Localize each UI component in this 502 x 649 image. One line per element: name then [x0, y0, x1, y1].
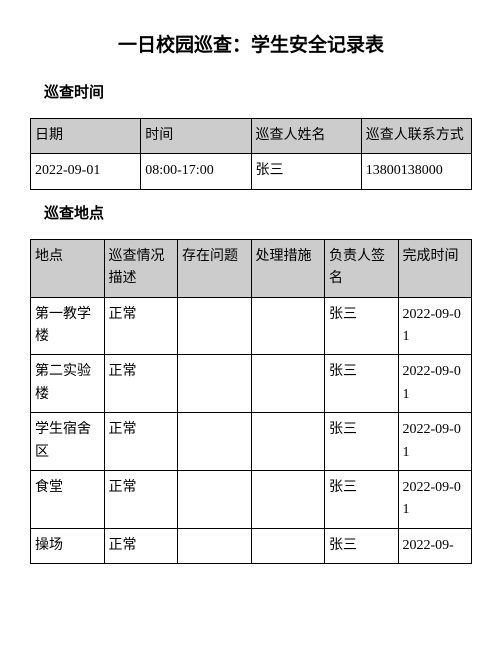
col-time: 时间	[141, 119, 251, 154]
cell: 正常	[104, 355, 178, 413]
col-date: 日期	[31, 119, 141, 154]
cell	[178, 413, 252, 471]
cell: 学生宿舍区	[31, 413, 105, 471]
cell: 张三	[325, 413, 399, 471]
col-contact: 巡查人联系方式	[361, 119, 471, 154]
cell: 食堂	[31, 470, 105, 528]
col-inspector: 巡查人姓名	[251, 119, 361, 154]
table-row: 操场正常 张三2022-09-	[31, 528, 472, 563]
cell: 2022-09-01	[398, 297, 472, 355]
cell: 张三	[325, 297, 399, 355]
cell: 张三	[325, 528, 399, 563]
inspection-time-table: 日期 时间 巡查人姓名 巡查人联系方式 2022-09-01 08:00-17:…	[30, 118, 472, 190]
cell	[178, 470, 252, 528]
cell: 张三	[325, 355, 399, 413]
table-row: 第二实验楼正常 张三2022-09-01	[31, 355, 472, 413]
cell: 操场	[31, 528, 105, 563]
cell: 正常	[104, 413, 178, 471]
cell: 正常	[104, 297, 178, 355]
section-header-time: 巡查时间	[44, 81, 472, 102]
cell	[251, 355, 325, 413]
cell	[251, 297, 325, 355]
table-row: 2022-09-01 08:00-17:00 张三 13800138000	[31, 154, 472, 189]
table-row: 学生宿舍区正常 张三2022-09-01	[31, 413, 472, 471]
cell: 08:00-17:00	[141, 154, 251, 189]
table-row: 食堂正常 张三2022-09-01	[31, 470, 472, 528]
cell: 张三	[325, 470, 399, 528]
table-row: 第一教学楼正常 张三2022-09-01	[31, 297, 472, 355]
cell: 2022-09-	[398, 528, 472, 563]
col-action: 处理措施	[251, 239, 325, 297]
cell	[251, 528, 325, 563]
cell: 张三	[251, 154, 361, 189]
cell: 第二实验楼	[31, 355, 105, 413]
cell: 2022-09-01	[398, 355, 472, 413]
cell: 第一教学楼	[31, 297, 105, 355]
table-header-row: 地点 巡查情况描述 存在问题 处理措施 负责人签名 完成时间	[31, 239, 472, 297]
cell: 2022-09-01	[398, 413, 472, 471]
col-signer: 负责人签名	[325, 239, 399, 297]
cell: 2022-09-01	[398, 470, 472, 528]
section-header-location: 巡查地点	[44, 202, 472, 223]
cell: 2022-09-01	[31, 154, 141, 189]
col-location: 地点	[31, 239, 105, 297]
col-finish: 完成时间	[398, 239, 472, 297]
cell	[178, 297, 252, 355]
cell: 正常	[104, 528, 178, 563]
cell	[251, 413, 325, 471]
col-issue: 存在问题	[178, 239, 252, 297]
cell	[178, 528, 252, 563]
cell	[178, 355, 252, 413]
location-tbody: 第一教学楼正常张三2022-09-01第二实验楼正常张三2022-09-01学生…	[31, 297, 472, 564]
cell: 13800138000	[361, 154, 471, 189]
cell	[251, 470, 325, 528]
inspection-location-table: 地点 巡查情况描述 存在问题 处理措施 负责人签名 完成时间 第一教学楼正常张三…	[30, 239, 472, 564]
col-desc: 巡查情况描述	[104, 239, 178, 297]
cell: 正常	[104, 470, 178, 528]
table-header-row: 日期 时间 巡查人姓名 巡查人联系方式	[31, 119, 472, 154]
page-title: 一日校园巡查：学生安全记录表	[30, 30, 472, 57]
